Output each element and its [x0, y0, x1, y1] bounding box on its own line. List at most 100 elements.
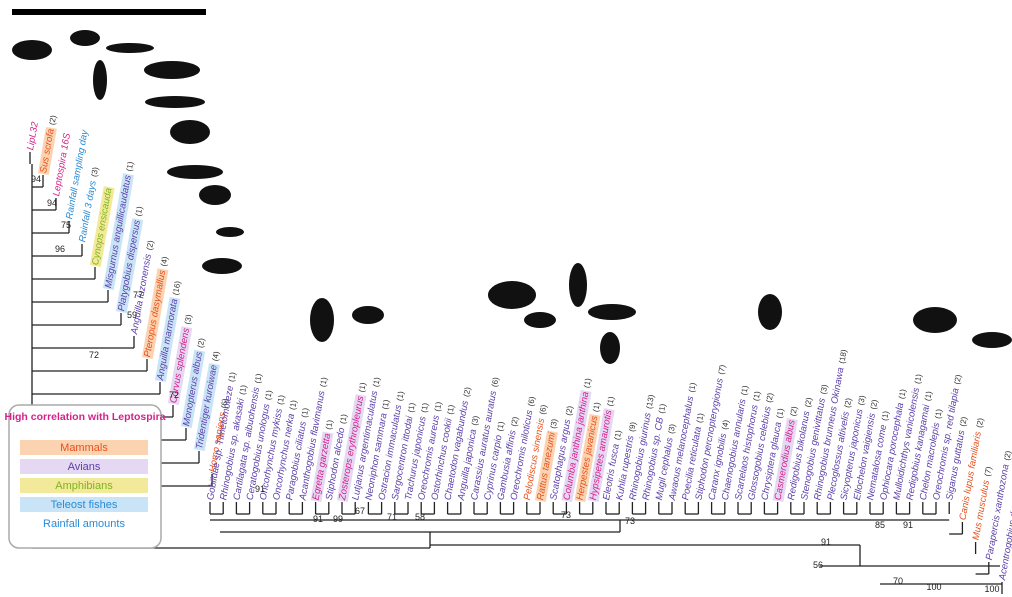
leaf-count: (3): [470, 415, 481, 427]
leaf-count: (2): [788, 405, 799, 417]
bootstrap-value: 94: [47, 198, 57, 208]
leaf-count: (16): [171, 280, 182, 296]
leaf-count: (1): [263, 389, 274, 401]
leaf-count: (1): [775, 407, 786, 419]
leaf-count: (1): [495, 420, 506, 432]
leaf-count: (1): [913, 373, 924, 385]
bootstrap-value: 91: [255, 484, 265, 494]
leaf-count: (2): [764, 392, 775, 404]
bootstrap-value: 56: [813, 560, 823, 570]
leaf-count: (1): [276, 394, 287, 406]
bootstrap-value: 73: [625, 516, 635, 526]
leaf-count: (3): [819, 383, 830, 395]
leaf-count: (2): [958, 416, 969, 428]
leaf-count: (2): [869, 399, 880, 411]
leaf-count: (2): [1002, 450, 1012, 462]
leaf-count: (1): [433, 401, 444, 413]
leaf-count: (1): [134, 205, 145, 217]
bootstrap-value: 99: [333, 514, 343, 524]
bootstrap-value: 70: [893, 576, 903, 586]
bootstrap-value: 73: [561, 510, 571, 520]
leaf-count: (4): [211, 350, 222, 362]
leaf-label: Sus scrofa: [38, 128, 57, 174]
leaf-count: (1): [657, 403, 668, 415]
leaf-count: (1): [613, 429, 624, 441]
bootstrap-value: 91: [821, 537, 831, 547]
leaf-count: (1): [227, 371, 238, 383]
leaf-count: (1): [923, 390, 934, 402]
bootstrap-value: 94: [31, 174, 41, 184]
leaf-count: (1): [318, 376, 329, 388]
legend-label: Amphibians: [55, 480, 113, 492]
leaf-count: (2): [48, 114, 59, 126]
leaf-count: (9): [627, 421, 638, 433]
leaf-count: (1): [338, 413, 349, 425]
leaf-count: (1): [357, 381, 368, 393]
legend-title: High correlation with Leptospira: [4, 411, 165, 423]
leaf-count: (2): [975, 417, 986, 429]
legend-label: Mammals: [60, 442, 108, 454]
leaf-count: (1): [288, 399, 299, 411]
leaf-count: (3): [667, 423, 678, 435]
leaf-count: (2): [196, 337, 207, 349]
leaf-count: (3): [549, 418, 560, 430]
leaf-count: (2): [803, 396, 814, 408]
page: LipL32Sus scrofa(2)Leptospira 16SRainfal…: [0, 0, 1012, 597]
leaf-count: (1): [605, 395, 616, 407]
leaf-count: (1): [582, 377, 593, 389]
bootstrap-value: 100: [984, 584, 999, 594]
leaf-count: (1): [897, 388, 908, 400]
bootstrap-value: 100: [926, 582, 941, 592]
leaf-count: (7): [717, 364, 728, 376]
leaf-count: (3): [183, 314, 194, 326]
leaf-count: (2): [564, 405, 575, 417]
leaf-count: (13): [645, 394, 656, 410]
bootstrap-value: 67: [355, 506, 365, 516]
bootstrap-value: 77: [133, 290, 143, 300]
leaf-count: (1): [752, 390, 763, 402]
leaf-count: (1): [419, 402, 430, 414]
bootstrap-value: 59: [127, 310, 137, 320]
leaf-count: (1): [125, 161, 136, 173]
bootstrap-value: 91: [903, 520, 913, 530]
leaf-count: (2): [462, 386, 473, 398]
legend-label: Teleost fishes: [51, 499, 118, 511]
bootstrap-value: 96: [55, 244, 65, 254]
leaf-count: (2): [145, 239, 156, 251]
leaf-count: (6): [538, 404, 549, 416]
bootstrap-value: 72: [169, 390, 179, 400]
leaf-count: (4): [159, 256, 170, 268]
legend-label: Avians: [68, 461, 101, 473]
bootstrap-value: 75: [61, 220, 71, 230]
leaf-count: (1): [324, 419, 335, 431]
bootstrap-value: 71: [387, 512, 397, 522]
leaf-count: (2): [843, 397, 854, 409]
leaf-count: (1): [253, 373, 264, 385]
bootstrap-value: 91: [313, 514, 323, 524]
leaf-count: (3): [856, 394, 867, 406]
leaf-count: (6): [490, 376, 501, 388]
legend-label: Rainfall amounts: [43, 518, 125, 530]
leaf-count: (1): [300, 407, 311, 419]
leaf-count: (1): [238, 384, 249, 396]
scale-bar: [12, 9, 206, 15]
bootstrap-value: 58: [415, 512, 425, 522]
leaf-count: (1): [446, 404, 457, 416]
leaf-count: (7): [983, 466, 994, 478]
leaf: LipL32: [25, 120, 41, 151]
silhouettes: [12, 30, 1012, 364]
leaf-count: (1): [406, 402, 417, 414]
leaf-count: (2): [509, 416, 520, 428]
bootstrap-value: 72: [89, 350, 99, 360]
leaf-count: (1): [695, 412, 706, 424]
leaf-count: (1): [933, 408, 944, 420]
bootstrap-value: 85: [875, 520, 885, 530]
leaf-label: LipL32: [25, 120, 41, 151]
leaf-count: (4): [720, 419, 731, 431]
tree-figure: LipL32Sus scrofa(2)Leptospira 16SRainfal…: [0, 0, 1012, 597]
leaf-count: (1): [395, 390, 406, 402]
leaf-count: (6): [526, 395, 537, 407]
leaf-count: (1): [687, 382, 698, 394]
leaf-count: (1): [371, 376, 382, 388]
